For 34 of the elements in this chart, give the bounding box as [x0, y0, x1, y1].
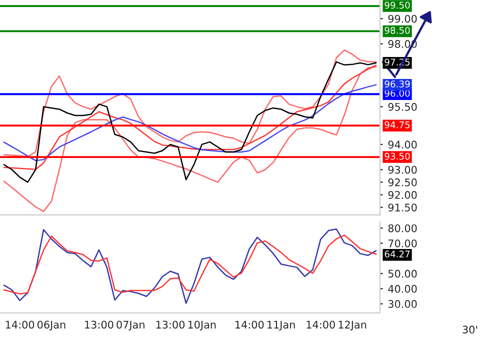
x-tick-label: 14:00 — [306, 320, 335, 329]
y-tick-label: 92.50 — [388, 178, 417, 186]
line-series — [3, 84, 377, 162]
y-tick-label: 94.00 — [388, 140, 417, 149]
text: 30' — [462, 326, 478, 334]
x-tick-label: 13:00 — [156, 320, 185, 329]
y-tick-label: 92.00 — [388, 191, 417, 199]
x-tick-label: 07Jan — [116, 320, 144, 331]
x-tick-label: 10Jan — [188, 320, 216, 331]
y-tick-label: 95.50 — [388, 102, 417, 111]
ref-line-label: 98.50 — [384, 26, 410, 34]
x-tick-label: 14:00 — [6, 320, 34, 329]
line-series — [3, 49, 377, 158]
x-tick-label: 14:00 — [236, 320, 264, 329]
y-tick-label: 91.50 — [388, 204, 417, 212]
text: 64.27 — [384, 250, 410, 258]
ref-line-label: 94.75 — [384, 121, 410, 128]
text: 96.39 — [384, 80, 410, 88]
y-tick-label: 40.00 — [388, 284, 417, 293]
y-tick-label: 70.00 — [388, 239, 417, 248]
y-tick-label: 93.00 — [388, 166, 417, 174]
y-tick-label: 30.00 — [388, 300, 417, 308]
y-tick-label: 80.00 — [388, 224, 417, 232]
line-series — [3, 66, 377, 212]
ref-line-label: 99.50 — [384, 2, 410, 9]
line-series — [3, 234, 377, 294]
y-tick-label: 99.00 — [388, 14, 417, 23]
x-tick-label: 13:00 — [85, 320, 114, 329]
x-tick-label: 11Jan — [268, 320, 295, 331]
x-tick-label: 06Jan — [37, 320, 66, 331]
x-tick-label: 12Jan — [338, 320, 366, 331]
y-tick-label: 50.00 — [388, 270, 417, 278]
line-series — [3, 228, 377, 304]
ref-line-label: 93.50 — [384, 152, 410, 160]
